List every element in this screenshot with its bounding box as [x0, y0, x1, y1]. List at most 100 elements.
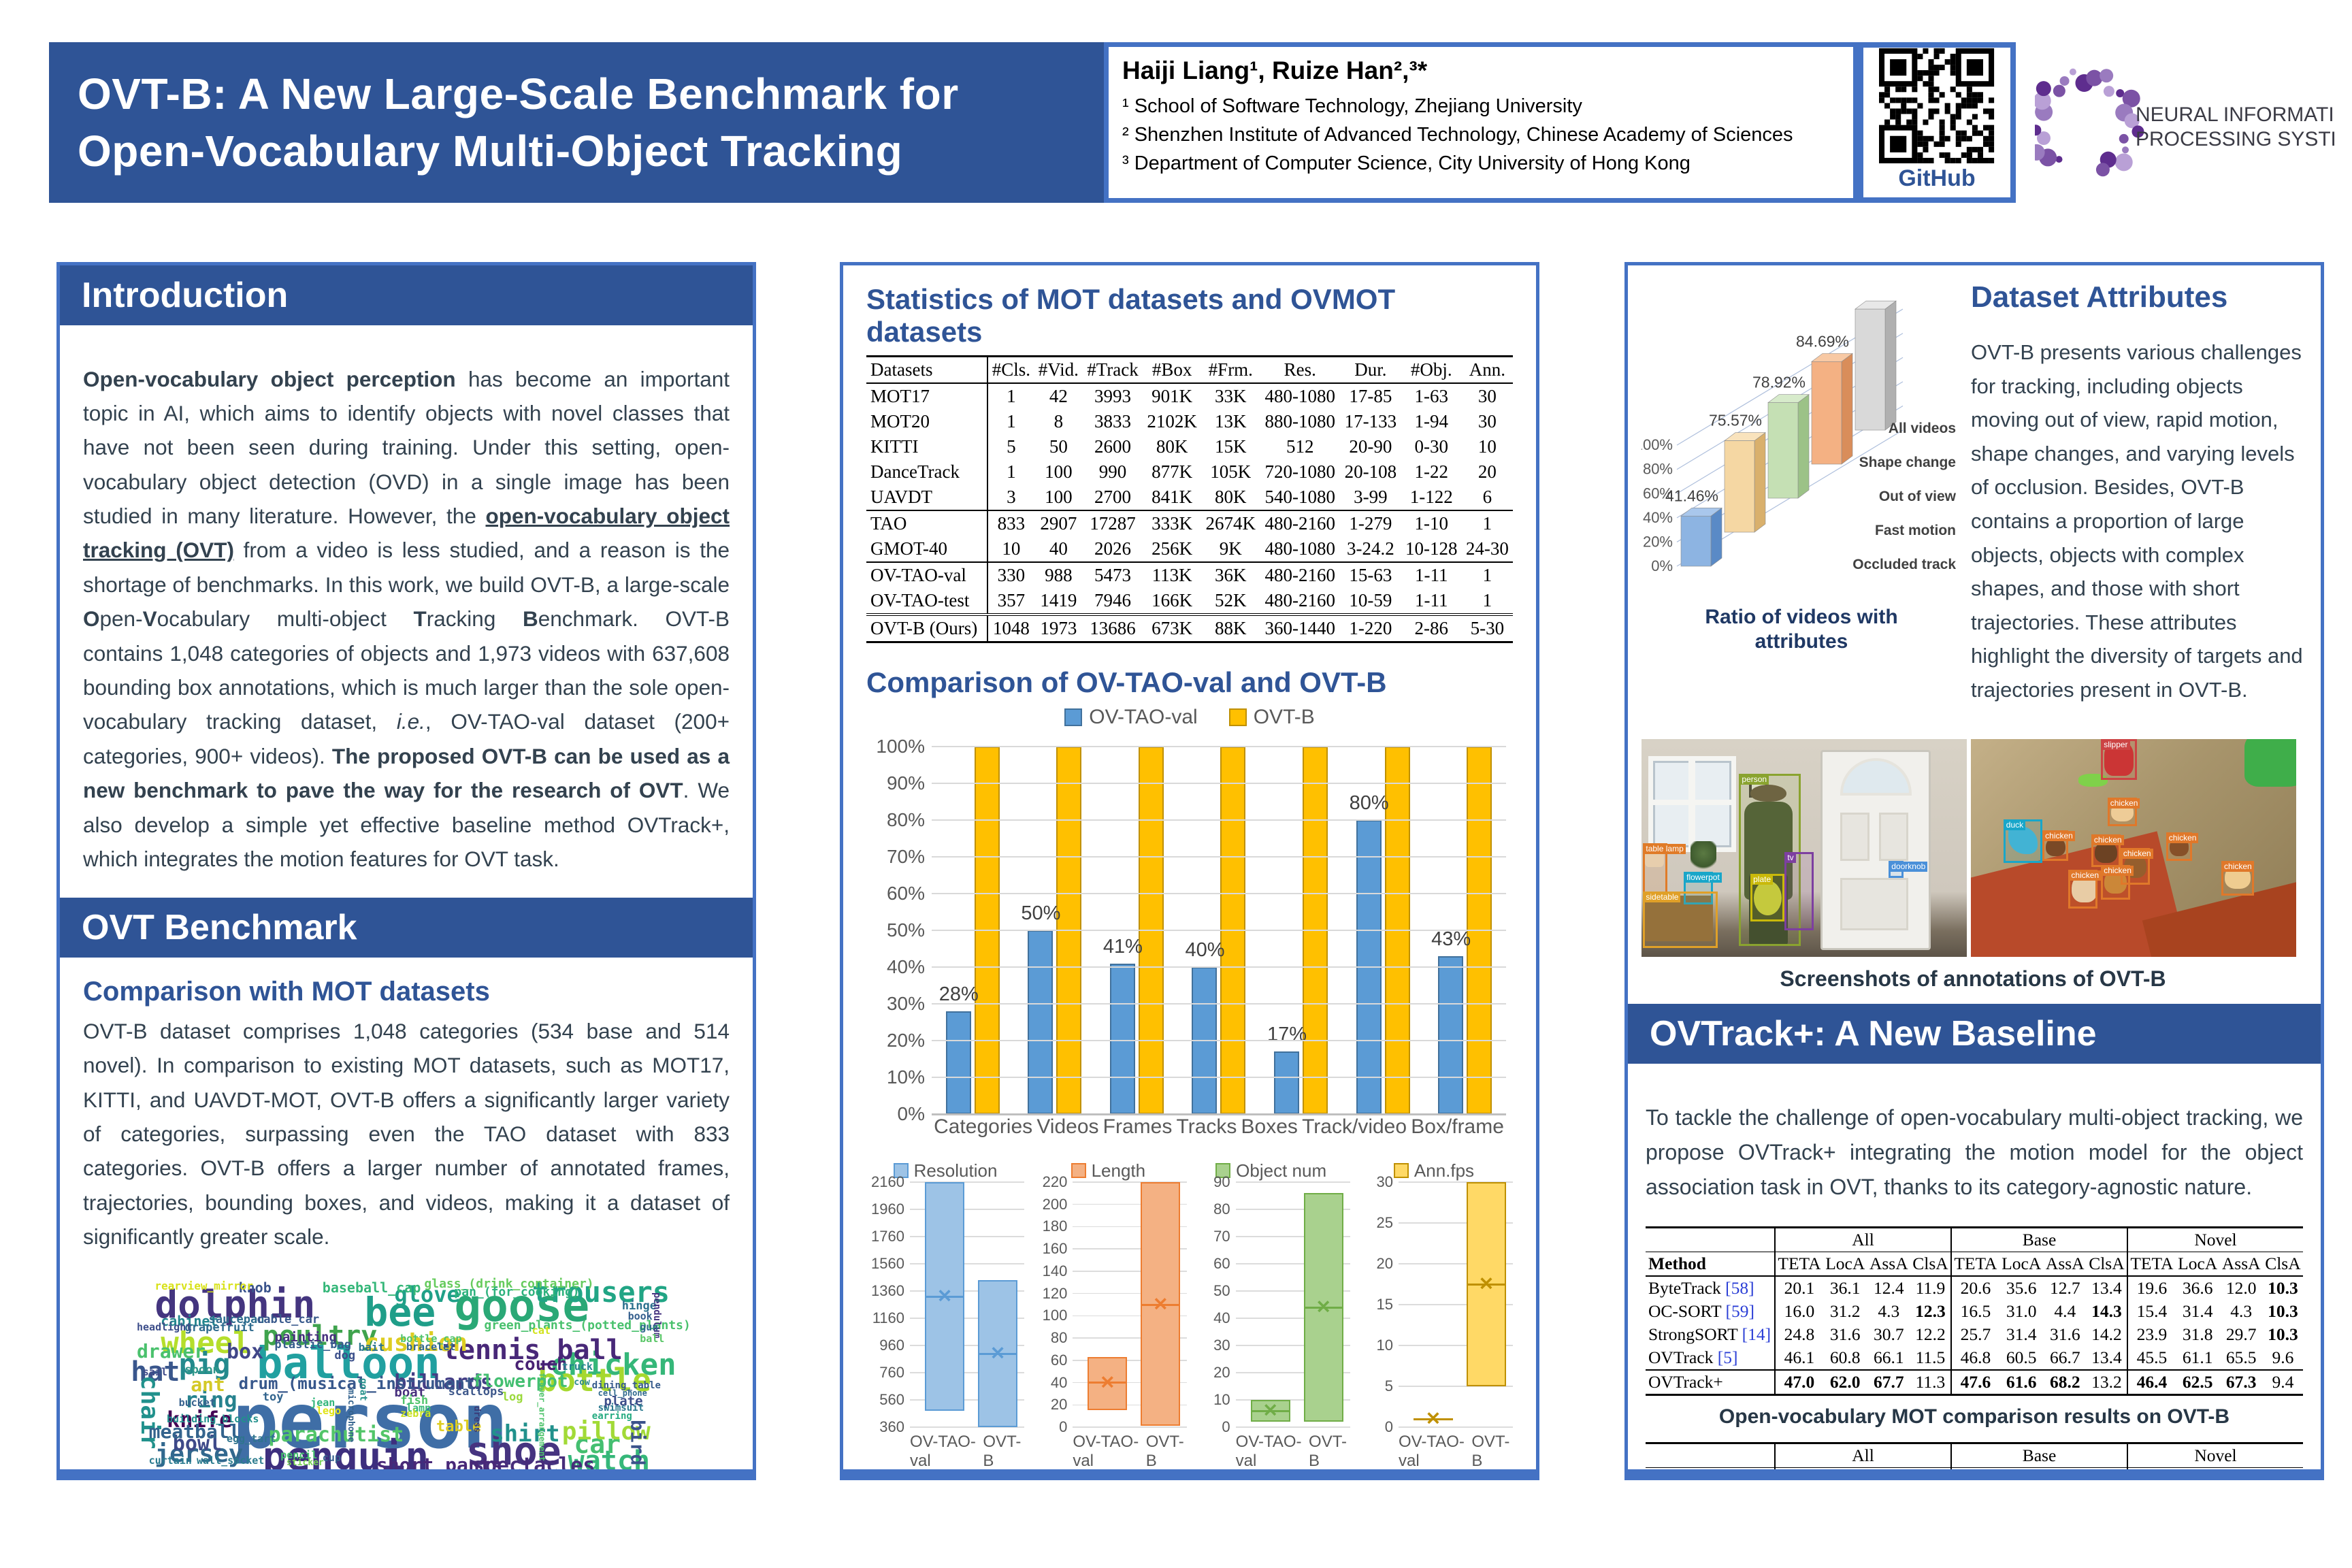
- column-statistics: Statistics of MOT datasets and OVMOT dat…: [840, 262, 1539, 1480]
- box-plot-x-label: OVT-B: [1145, 1433, 1184, 1470]
- stats-cell: 1: [1007, 411, 1016, 431]
- stats-cell: 15K: [1215, 436, 1247, 457]
- stats-column-header: #Box: [1152, 359, 1192, 380]
- text-segment: ocabulary multi-object: [157, 606, 414, 632]
- word-cloud-word: jersey: [154, 1439, 244, 1468]
- stats-cell: 1-279: [1349, 513, 1392, 534]
- stats-cell: OV-TAO-val: [866, 562, 988, 588]
- box-plot-y-tick: 1760: [871, 1228, 904, 1245]
- annotation-bbox-label: chicken: [2166, 833, 2199, 844]
- section-header-ovtrack: OVTrack+: A New Baseline: [1628, 1003, 2321, 1064]
- text-segment: , OV-TAO-val dataset (200+ categories, 9…: [83, 709, 730, 768]
- box-plot-y-tick: 560: [879, 1391, 904, 1408]
- annotation-bbox-chicken: chicken: [2101, 865, 2134, 900]
- bar-chart-y-tick: 20%: [886, 1030, 925, 1051]
- stats-column-header: #Obj.: [1410, 359, 1452, 380]
- attr-chart-y-tick: 20%: [1643, 533, 1673, 550]
- bar-x-label: Box/frame: [1411, 1115, 1504, 1138]
- scene-decoration: [1840, 878, 1908, 931]
- results-cell: 12.3: [1915, 1301, 1946, 1322]
- results-sub-header: ClsA: [2265, 1254, 2301, 1274]
- attr-bar-value-label: 78.92%: [1752, 374, 1806, 391]
- box-plot-y-tick: 20: [1213, 1364, 1230, 1381]
- annotation-bbox-chicken: chicken: [2068, 869, 2102, 909]
- stats-cell: 5473: [1094, 565, 1131, 585]
- results-cell: 31.6: [1829, 1324, 1861, 1345]
- box-plot-object-num: Object num 0 10 20 30 40 50 60 70 80 90 ✕ ✕ OV-TAO-va…: [1192, 1159, 1350, 1469]
- results-cell: 14.2: [2091, 1324, 2122, 1345]
- word-cloud-word: zebra: [400, 1407, 431, 1420]
- text-segment: has become an important topic in AI, whi…: [83, 366, 730, 529]
- results-cell: 31.4: [2182, 1301, 2213, 1322]
- results-cell: 16.5: [1950, 1300, 1999, 1324]
- stats-cell: 52K: [1215, 590, 1247, 610]
- attributes-paragraph: OVT-B presents various challenges for tr…: [1971, 340, 2303, 702]
- bar-chart-y-tick: 60%: [886, 883, 925, 904]
- stats-cell: 15-63: [1349, 565, 1392, 585]
- annotation-bbox-label: chicken: [2091, 835, 2124, 846]
- github-qr-box[interactable]: GitHub: [1858, 42, 2016, 203]
- results-sub-header: LocA: [1825, 1254, 1865, 1274]
- bar-chart-plot-area: 28% 50% 41% 40% 17% 80% 43% 0% 10% 20% 30% 40% 50% 6…: [876, 736, 1506, 1124]
- results-cell: 25.7: [1950, 1323, 1999, 1347]
- results-cell: 65.5: [2225, 1348, 2257, 1368]
- stats-cell: 100: [1045, 461, 1073, 482]
- box-plot-y-tick: 80: [1213, 1200, 1230, 1218]
- word-cloud-word: glove: [394, 1281, 460, 1308]
- results-cell: 16.0: [1774, 1300, 1823, 1324]
- stats-cell: 1-220: [1349, 618, 1392, 638]
- attributes-chart-caption: Ratio of videos with attributes: [1705, 606, 1898, 653]
- stats-cell: 833: [997, 513, 1026, 534]
- box-plot-y-tick: 220: [1042, 1173, 1068, 1190]
- results-cell: 36.6: [2182, 1278, 2213, 1298]
- results-cell: 4.4: [2054, 1301, 2076, 1322]
- results-table-ovtb-caption: Open-vocabulary MOT comparison results o…: [1718, 1405, 2230, 1428]
- box-plot-y-tick: 1560: [871, 1255, 904, 1272]
- word-cloud-word: goat: [357, 1378, 369, 1401]
- results-cell: 60.8: [1829, 1348, 1861, 1368]
- text-segment: open-vocabulary object tracking (OVT): [83, 504, 730, 563]
- results-cell: 12.2: [1915, 1324, 1946, 1345]
- scene-decoration: [2078, 773, 2108, 787]
- word-cloud-word: shirt: [490, 1420, 560, 1448]
- bar-value-label: 40%: [1185, 939, 1225, 961]
- results-sub-header: ClsA: [1910, 1468, 1951, 1469]
- stats-cell: 512: [1286, 436, 1314, 457]
- box-plot-y-tick: 0: [1059, 1418, 1068, 1435]
- bar-chart-y-tick: 10%: [886, 1066, 925, 1088]
- stats-cell: 80K: [1156, 436, 1188, 457]
- github-label[interactable]: GitHub: [1898, 165, 1976, 191]
- stats-cell: TAO: [866, 510, 988, 536]
- results-group-header: Base: [1950, 1443, 2127, 1469]
- results-sub-header: ClsA: [2263, 1468, 2303, 1469]
- text-segment: Open-vocabulary object perception: [83, 366, 456, 391]
- stats-cell: 88K: [1215, 618, 1247, 638]
- stats-column-header: Datasets: [866, 356, 988, 383]
- bar-value-label: 41%: [1102, 935, 1143, 958]
- word-cloud-word: fish: [400, 1393, 429, 1407]
- scene-decoration: [1840, 813, 1869, 861]
- box-plot-y-tick: 50: [1213, 1282, 1230, 1299]
- stats-cell: 841K: [1152, 487, 1193, 507]
- word-cloud-word: couch: [514, 1354, 568, 1375]
- box-plot-y-tick: 140: [1042, 1262, 1068, 1279]
- annotation-bbox-chicken: chicken: [2091, 834, 2124, 868]
- word-cloud-word: spoon: [184, 1362, 220, 1377]
- stats-cell: 30: [1477, 411, 1497, 431]
- results-cell: 9.6: [2272, 1348, 2294, 1368]
- results-sub-header: ClsA: [2089, 1254, 2125, 1274]
- results-sub-header: AssA: [2221, 1254, 2261, 1274]
- word-cloud-word: cushion: [364, 1328, 468, 1357]
- results-cell: 31.2: [1829, 1301, 1861, 1322]
- affiliation-2: ² Shenzhen Institute of Advanced Technol…: [1122, 124, 1793, 146]
- results-group-header: Novel: [2126, 1227, 2303, 1253]
- neurips-text-2: PROCESSING SYSTEMS: [2136, 128, 2334, 150]
- word-cloud-word: pencil: [280, 1449, 318, 1462]
- results-cell: 10.3: [2268, 1278, 2298, 1298]
- word-cloud-word: bottle: [538, 1361, 651, 1399]
- word-cloud-word: headlight: [137, 1321, 193, 1334]
- results-table-row: OVTrack+ 47.0 62.0 67.7 11.3 47.6 61.6 68.2 13.2…: [1646, 1370, 2303, 1395]
- word-cloud-word: bait: [358, 1341, 385, 1354]
- word-cloud-word: baseball_cap: [322, 1279, 421, 1296]
- box-plot-mean-marker: ✕: [1425, 1408, 1441, 1429]
